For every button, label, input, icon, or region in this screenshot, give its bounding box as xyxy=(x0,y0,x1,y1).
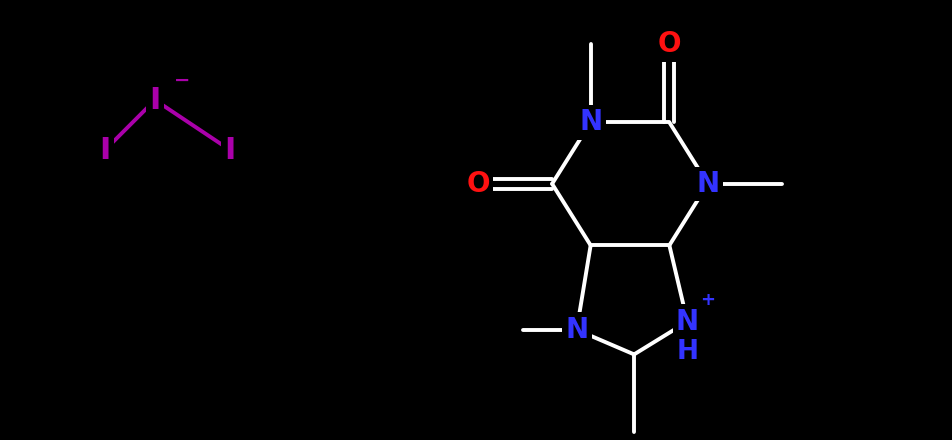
Text: +: + xyxy=(699,290,714,308)
Text: O: O xyxy=(657,30,681,59)
Text: N: N xyxy=(675,308,698,336)
Text: I: I xyxy=(224,136,235,165)
Text: H: H xyxy=(676,339,698,365)
Text: −: − xyxy=(173,70,190,89)
Text: I: I xyxy=(149,85,161,114)
Text: O: O xyxy=(466,170,489,198)
Text: N: N xyxy=(579,108,602,136)
Text: N: N xyxy=(696,170,719,198)
Text: I: I xyxy=(99,136,110,165)
Text: N: N xyxy=(565,316,587,344)
